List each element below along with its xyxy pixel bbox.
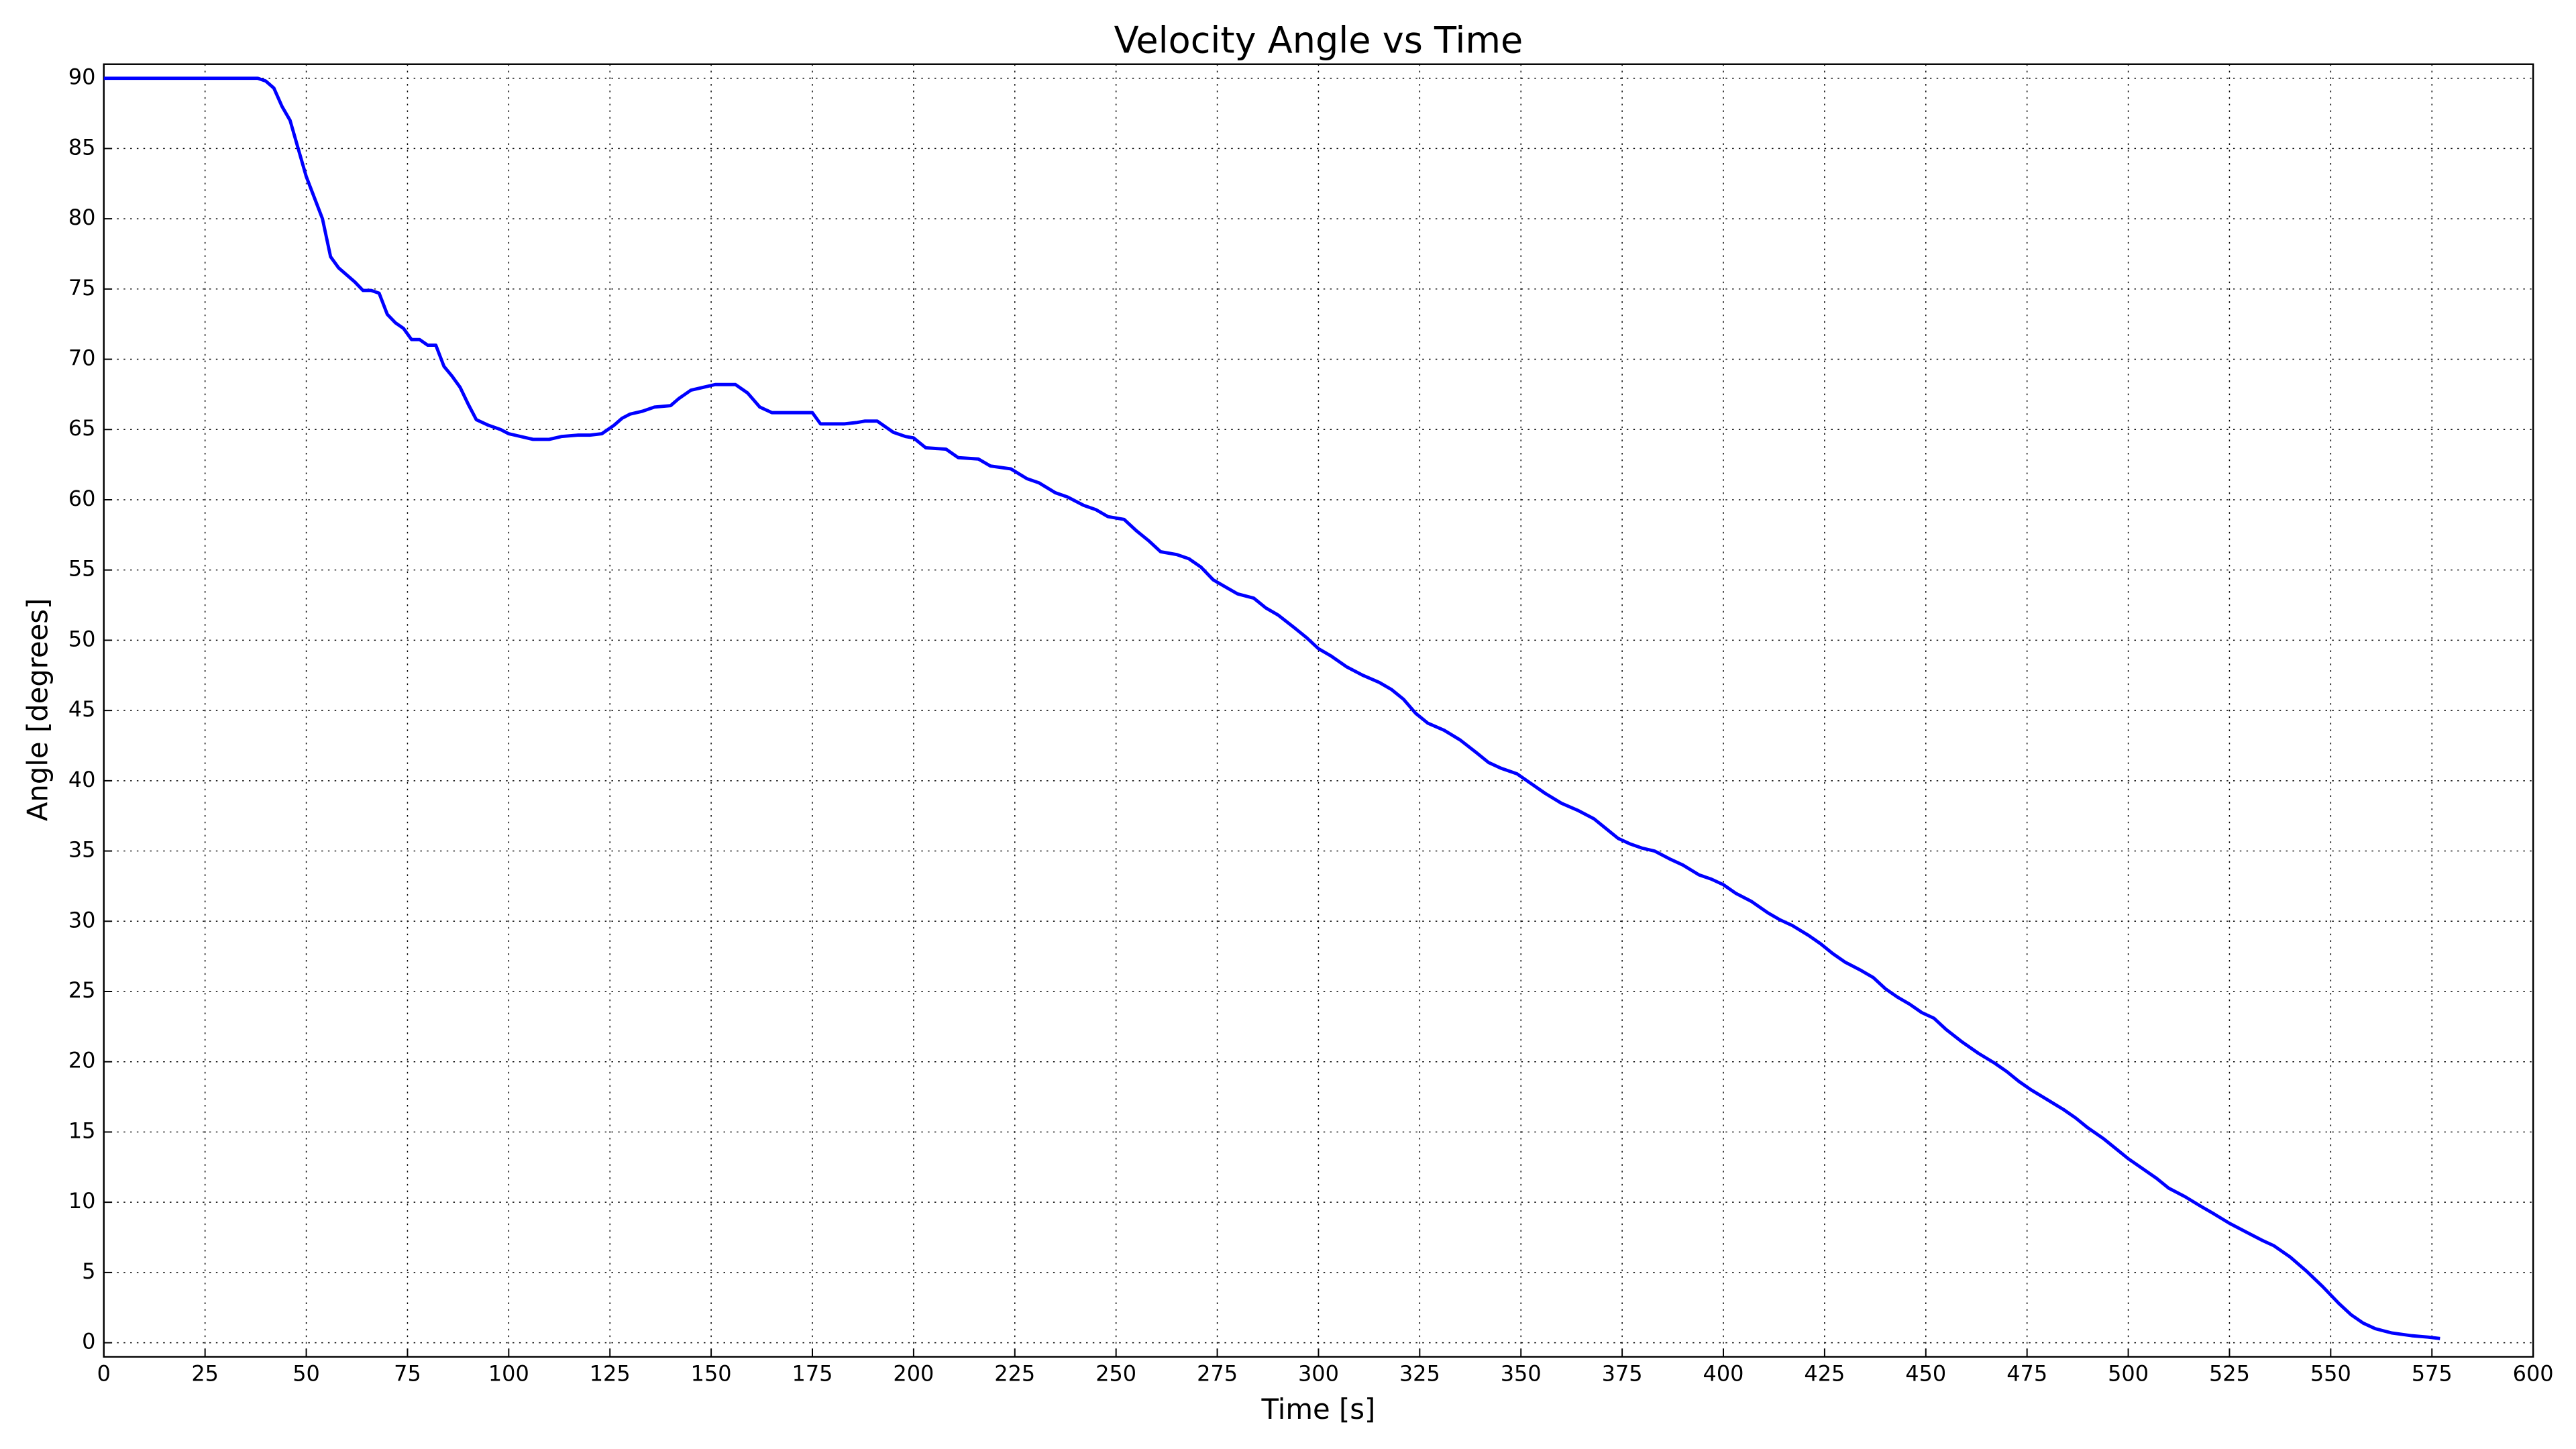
x-tick-label: 500	[2108, 1361, 2149, 1387]
x-tick-label: 400	[1703, 1361, 1744, 1387]
x-tick-label: 50	[292, 1361, 320, 1387]
x-tick-label: 125	[590, 1361, 631, 1387]
y-tick-label: 25	[68, 977, 96, 1003]
y-tick-label: 15	[68, 1118, 96, 1143]
y-tick-label: 20	[68, 1048, 96, 1073]
x-tick-label: 250	[1095, 1361, 1136, 1387]
x-tick-label: 275	[1197, 1361, 1238, 1387]
y-tick-label: 60	[68, 486, 96, 511]
y-tick-label: 5	[82, 1258, 95, 1284]
x-tick-label: 350	[1501, 1361, 1542, 1387]
y-tick-label: 65	[68, 415, 96, 441]
x-tick-label: 100	[488, 1361, 529, 1387]
x-tick-label: 425	[1804, 1361, 1845, 1387]
y-axis-label: Angle [degrees]	[21, 598, 54, 821]
y-tick-label: 75	[68, 275, 96, 301]
x-tick-label: 575	[2412, 1361, 2453, 1387]
y-tick-label: 90	[68, 64, 96, 90]
y-tick-label: 85	[68, 134, 96, 160]
x-tick-label: 375	[1602, 1361, 1643, 1387]
plot-frame	[103, 63, 2534, 1358]
x-tick-label: 25	[191, 1361, 219, 1387]
x-tick-label: 475	[2006, 1361, 2047, 1387]
y-tick-label: 55	[68, 556, 96, 582]
y-tick-label: 40	[68, 767, 96, 792]
y-tick-label: 35	[68, 837, 96, 863]
y-tick-label: 10	[68, 1188, 96, 1214]
x-tick-label: 75	[394, 1361, 421, 1387]
y-tick-label: 80	[68, 205, 96, 230]
x-tick-label: 175	[792, 1361, 833, 1387]
x-tick-label: 300	[1298, 1361, 1339, 1387]
x-tick-label: 600	[2513, 1361, 2554, 1387]
x-tick-label: 150	[691, 1361, 732, 1387]
y-tick-label: 0	[82, 1329, 95, 1354]
x-tick-label: 325	[1399, 1361, 1440, 1387]
x-tick-label: 200	[893, 1361, 934, 1387]
x-axis-label: Time [s]	[1261, 1393, 1376, 1426]
chart-title: Velocity Angle vs Time	[1114, 19, 1523, 61]
y-tick-label: 50	[68, 626, 96, 651]
y-tick-label: 30	[68, 907, 96, 932]
x-tick-label: 525	[2209, 1361, 2250, 1387]
x-tick-label: 225	[994, 1361, 1035, 1387]
y-tick-label: 45	[68, 696, 96, 722]
x-tick-label: 0	[97, 1361, 111, 1387]
x-tick-label: 450	[1905, 1361, 1946, 1387]
y-tick-label: 70	[68, 345, 96, 371]
data-line	[103, 76, 2440, 1340]
x-tick-label: 550	[2310, 1361, 2351, 1387]
